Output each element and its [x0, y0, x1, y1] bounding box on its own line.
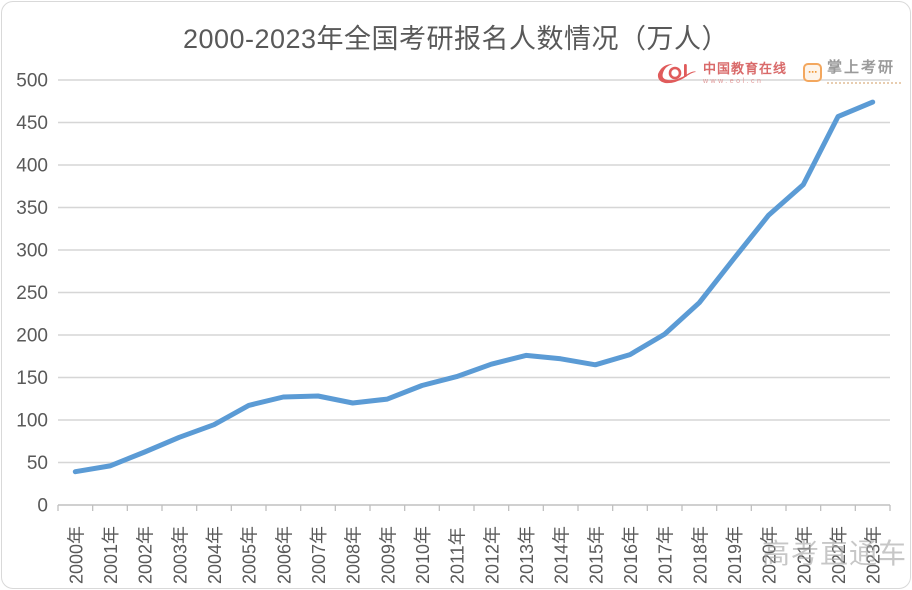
x-axis-label: 2020年: [760, 526, 780, 584]
x-axis-label: 2014年: [552, 526, 572, 584]
x-axis-label: 2023年: [864, 526, 884, 584]
x-axis-label: 2000年: [66, 526, 86, 584]
x-axis-label: 2005年: [240, 526, 260, 584]
y-axis-label: 200: [16, 326, 48, 347]
x-axis-label: 2002年: [136, 526, 156, 584]
x-axis-label: 2013年: [517, 526, 537, 584]
y-axis-label: 150: [16, 368, 48, 389]
chat-bubble-icon: ⋯: [803, 62, 823, 82]
x-axis-label: 2016年: [621, 526, 641, 584]
x-axis-label: 2019年: [725, 526, 745, 584]
x-axis-label: 2015年: [586, 526, 606, 584]
x-axis-label: 2012年: [482, 526, 502, 584]
x-axis-label: 2021年: [794, 526, 814, 584]
x-axis-label: 2006年: [274, 526, 294, 584]
y-axis-label: 50: [27, 453, 48, 474]
eol-logo-icon: [657, 64, 696, 84]
y-axis-label: 250: [16, 283, 48, 304]
y-axis-label: 350: [16, 198, 48, 219]
palm-kaoyan-logo-name: 掌上考研: [827, 59, 896, 76]
eol-logo-url: www.eol.cn: [703, 77, 764, 85]
data-line: [72, 99, 876, 475]
eol-logo-name: 中国教育在线: [703, 60, 788, 76]
x-axis-label: 2022年: [829, 526, 849, 584]
y-axis-label: 450: [16, 113, 48, 134]
x-axis-label: 2004年: [205, 526, 225, 584]
logo-strip: 中国教育在线 www.eol.cn ⋯ 掌上考研: [656, 60, 904, 100]
x-axis-label: 2008年: [344, 526, 364, 584]
x-axis-label: 2010年: [413, 526, 433, 584]
watermark: 高考直通车: [762, 538, 908, 569]
x-axis-label: 2018年: [690, 526, 710, 584]
y-axis-label: 100: [16, 411, 48, 432]
y-axis-label: 0: [37, 496, 48, 517]
y-axis-label: 500: [16, 71, 48, 92]
y-axis-label: 300: [16, 241, 48, 262]
palm-kaoyan-logo: ⋯ 掌上考研: [803, 59, 902, 84]
x-axis-label: 2009年: [378, 526, 398, 584]
x-axis-label: 2001年: [101, 526, 121, 584]
eol-logo: 中国教育在线 www.eol.cn: [656, 60, 787, 86]
x-axis-label: 2003年: [170, 526, 190, 584]
chart-title: 2000-2023年全国考研报名人数情况（万人）: [182, 24, 730, 54]
x-axis-label: 2007年: [309, 526, 329, 584]
y-axis-label: 400: [16, 156, 48, 177]
x-axis-label: 2011年: [448, 527, 468, 584]
palm-kaoyan-logo-subtext: [827, 78, 902, 84]
x-axis-label: 2017年: [656, 526, 676, 584]
